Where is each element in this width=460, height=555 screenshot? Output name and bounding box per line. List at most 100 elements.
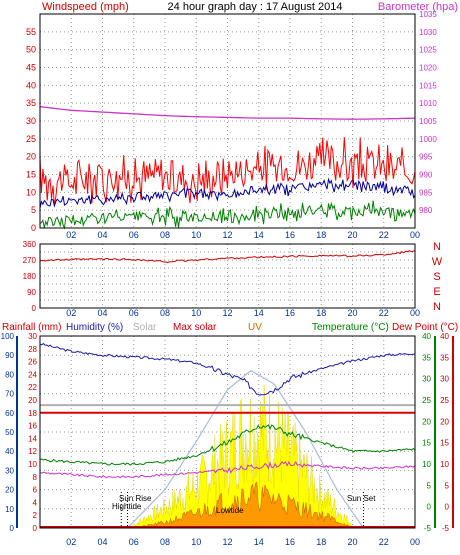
compass-label: S	[433, 271, 440, 283]
solar-area	[133, 384, 353, 529]
wind-x-tick-label: 02	[66, 230, 76, 240]
temperature-right-tick-label: 5	[427, 481, 432, 490]
wind-x-tick-label: 10	[191, 230, 201, 240]
temperature-left-tick-label: 0	[33, 524, 38, 533]
temperature-left-tick-label: 18	[28, 409, 37, 418]
barometer-y-tick-label: 1025	[419, 46, 437, 55]
wind-x-tick-label: 04	[97, 230, 107, 240]
legend-uv: UV	[248, 322, 262, 333]
wind-y-tick-label: 45	[26, 63, 36, 73]
dew-point-line	[39, 460, 416, 479]
temperature-left-tick-label: 12	[28, 447, 37, 456]
wind-y-tick-label: 10	[26, 187, 36, 197]
direction-panel-frame	[39, 243, 416, 309]
rainfall-y-tick-label: 40	[5, 447, 14, 456]
wind-y-tick-label: 20	[26, 152, 36, 162]
temperature-left-tick-label: 22	[28, 383, 37, 392]
barometer-y-tick-label: 1000	[419, 135, 437, 144]
temperature-left-tick-label: 8	[33, 473, 38, 482]
temperature-left-tick-label: 10	[28, 460, 37, 469]
direction-series-line	[39, 250, 416, 264]
env-x-tick-label: 04	[97, 537, 107, 547]
rainfall-y-tick-label: 20	[5, 486, 14, 495]
temperature-left-tick-label: 4	[33, 498, 38, 507]
legend-temperature: Temperature (°C)	[312, 322, 389, 333]
dew-point-y-tick-label: 5	[445, 481, 450, 490]
barometer-y-tick-label: 1020	[419, 64, 437, 73]
direction-x-tick-label: 18	[316, 308, 326, 318]
dew-point-y-tick-label: 30	[440, 375, 449, 384]
env-x-tick-label: 10	[191, 537, 201, 547]
temperature-right-tick-label: 10	[422, 460, 431, 469]
rainfall-y-tick-label: 10	[5, 505, 14, 514]
barometer-y-tick-label: 985	[419, 188, 433, 197]
direction-x-tick-label: 20	[347, 308, 357, 318]
direction-x-tick-label: 16	[285, 308, 295, 318]
barometer-y-tick-label: 980	[419, 206, 433, 215]
rainfall-y-tick-label: 0	[10, 524, 15, 533]
hightide-label: Hightide	[112, 502, 142, 511]
wind-x-tick-label: 22	[379, 230, 389, 240]
rainfall-y-tick-label: 70	[5, 390, 14, 399]
barometer-axis-title: Barometer (hpa)	[378, 1, 458, 13]
env-x-tick-label: 22	[379, 537, 389, 547]
barometer-y-tick-label: 995	[419, 153, 433, 162]
dew-point-y-tick-label: 10	[440, 460, 449, 469]
direction-x-tick-label: 22	[379, 308, 389, 318]
rainfall-y-tick-label: 90	[5, 351, 14, 360]
legend-solar: Solar	[133, 322, 157, 333]
direction-y-tick-label: 90	[27, 288, 36, 297]
direction-x-tick-label: 12	[222, 308, 232, 318]
legend-max-solar: Max solar	[173, 322, 217, 333]
compass-label: N	[433, 301, 441, 313]
direction-x-tick-label: 10	[191, 308, 201, 318]
wind-x-tick-label: 18	[316, 230, 326, 240]
dew-point-y-tick-label: 0	[445, 503, 450, 512]
temperature-right-tick-label: 40	[422, 332, 431, 341]
legend-dew-point: Dew Point (°C)	[392, 322, 458, 333]
temperature-left-tick-label: 26	[28, 358, 37, 367]
wind-y-tick-label: 15	[26, 170, 36, 180]
temperature-right-tick-label: 20	[422, 417, 431, 426]
wind-x-tick-label: 16	[285, 230, 295, 240]
wind-y-tick-label: 50	[26, 45, 36, 55]
temperature-left-tick-label: 28	[28, 345, 37, 354]
lowtide-label: Lowtide	[216, 506, 244, 515]
wind-y-tick-label: 5	[31, 205, 36, 215]
barometer-y-tick-label: 1005	[419, 117, 437, 126]
temperature-left-tick-label: 16	[28, 422, 37, 431]
temperature-left-tick-label: 2	[33, 511, 38, 520]
rainfall-y-tick-label: 80	[5, 370, 14, 379]
temperature-right-tick-label: 35	[422, 353, 431, 362]
direction-y-tick-label: 360	[23, 240, 37, 249]
wind-y-tick-label: 55	[26, 27, 36, 37]
barometer-y-tick-label: 1015	[419, 81, 437, 90]
rainfall-y-tick-label: 60	[5, 409, 14, 418]
series-layer	[39, 106, 416, 529]
env-x-tick-label: 20	[347, 537, 357, 547]
axes-layer: 0510152025303540455055980985990995100010…	[1, 10, 454, 547]
barometer-y-tick-label: 1010	[419, 99, 437, 108]
direction-y-tick-label: 270	[23, 256, 37, 265]
wind-series-average	[39, 177, 416, 209]
env-x-tick-label: 00	[410, 537, 420, 547]
uv-area	[133, 481, 354, 529]
temperature-left-tick-label: 14	[28, 434, 37, 443]
compass-label: E	[433, 286, 440, 298]
wind-x-tick-label: 12	[222, 230, 232, 240]
wind-series-gust	[39, 137, 416, 206]
rainfall-y-tick-label: 50	[5, 428, 14, 437]
chart-title: 24 hour graph day : 17 August 2014	[168, 1, 343, 13]
sunrise-label: Sun Rise	[119, 494, 152, 503]
direction-x-tick-label: 14	[254, 308, 264, 318]
temperature-left-tick-label: 6	[33, 486, 38, 495]
sunset-label: Sun Set	[347, 494, 376, 503]
humidity-line	[39, 342, 416, 396]
max-solar-line	[127, 370, 364, 529]
wind-x-tick-label: 08	[160, 230, 170, 240]
direction-x-tick-label: 04	[97, 308, 107, 318]
dew-point-y-tick-label: 35	[440, 353, 449, 362]
wind-x-tick-label: 06	[129, 230, 139, 240]
temperature-right-tick-label: -5	[424, 524, 432, 533]
